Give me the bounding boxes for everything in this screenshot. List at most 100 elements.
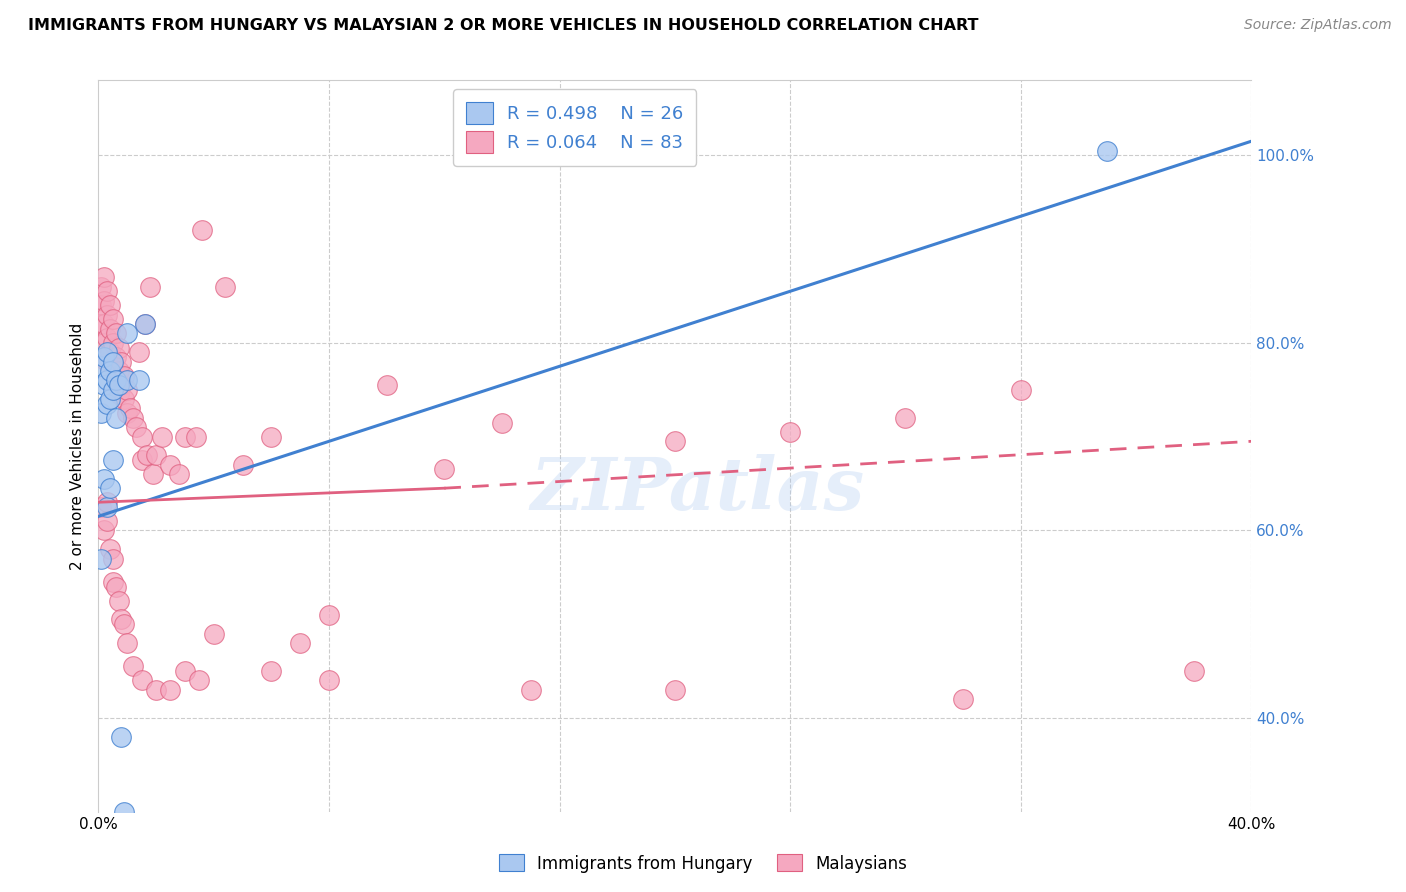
Point: [90, 298, 112, 312]
Point: [101, 453, 124, 467]
Point: [101, 574, 124, 589]
Point: [188, 673, 211, 688]
Point: [112, 617, 135, 632]
Point: [318, 607, 340, 622]
Point: [93, 293, 115, 308]
Point: [664, 434, 686, 449]
Point: [101, 359, 124, 374]
Point: [107, 593, 129, 607]
Point: [96, 285, 118, 299]
Point: [142, 467, 165, 482]
Point: [96, 345, 118, 359]
Point: [96, 397, 118, 411]
Point: [90, 279, 112, 293]
Point: [101, 335, 124, 350]
Point: [520, 682, 543, 697]
Point: [174, 664, 197, 678]
Point: [1010, 383, 1032, 397]
Point: [90, 317, 112, 331]
Text: ZIPatlas: ZIPatlas: [531, 454, 865, 525]
Point: [1097, 144, 1119, 158]
Point: [104, 373, 127, 387]
Point: [104, 373, 127, 387]
Text: Source: ZipAtlas.com: Source: ZipAtlas.com: [1244, 18, 1392, 32]
Point: [231, 458, 254, 472]
Point: [93, 270, 115, 285]
Point: [93, 317, 115, 331]
Point: [112, 368, 135, 383]
Point: [112, 805, 135, 819]
Point: [318, 673, 340, 688]
Point: [290, 636, 312, 650]
Point: [125, 420, 148, 434]
Point: [159, 682, 181, 697]
Point: [101, 551, 124, 566]
Point: [134, 317, 156, 331]
Point: [90, 406, 112, 420]
Point: [110, 378, 132, 392]
Point: [139, 279, 162, 293]
Point: [101, 354, 124, 368]
Point: [159, 458, 181, 472]
Point: [260, 664, 283, 678]
Text: IMMIGRANTS FROM HUNGARY VS MALAYSIAN 2 OR MORE VEHICLES IN HOUSEHOLD CORRELATION: IMMIGRANTS FROM HUNGARY VS MALAYSIAN 2 O…: [28, 18, 979, 33]
Point: [186, 429, 208, 443]
Legend: Immigrants from Hungary, Malaysians: Immigrants from Hungary, Malaysians: [492, 847, 914, 880]
Point: [98, 481, 121, 495]
Point: [191, 223, 214, 237]
Point: [104, 326, 127, 341]
Point: [120, 401, 142, 416]
Point: [117, 383, 139, 397]
Point: [90, 551, 112, 566]
Point: [433, 462, 456, 476]
Point: [894, 410, 917, 425]
Point: [122, 659, 145, 673]
Point: [491, 416, 513, 430]
Point: [96, 354, 118, 368]
Point: [98, 345, 121, 359]
Point: [112, 392, 135, 406]
Point: [134, 317, 156, 331]
Point: [167, 467, 190, 482]
Point: [104, 580, 127, 594]
Point: [664, 682, 686, 697]
Point: [90, 500, 112, 514]
Legend: R = 0.498    N = 26, R = 0.064    N = 83: R = 0.498 N = 26, R = 0.064 N = 83: [453, 89, 696, 166]
Point: [260, 429, 283, 443]
Point: [101, 383, 124, 397]
Point: [202, 626, 225, 640]
Point: [96, 331, 118, 345]
Point: [117, 636, 139, 650]
Point: [90, 359, 112, 374]
Y-axis label: 2 or more Vehicles in Household: 2 or more Vehicles in Household: [70, 322, 86, 570]
Point: [174, 429, 197, 443]
Point: [145, 449, 167, 463]
Point: [131, 429, 153, 443]
Point: [93, 524, 115, 538]
Point: [375, 378, 398, 392]
Point: [98, 322, 121, 336]
Point: [136, 449, 159, 463]
Point: [98, 542, 121, 557]
Point: [150, 429, 173, 443]
Point: [96, 308, 118, 322]
Point: [98, 298, 121, 312]
Point: [110, 612, 132, 626]
Point: [110, 730, 132, 744]
Point: [779, 425, 801, 439]
Point: [1182, 664, 1205, 678]
Point: [96, 500, 118, 514]
Point: [93, 350, 115, 364]
Point: [93, 378, 115, 392]
Point: [98, 392, 121, 406]
Point: [117, 373, 139, 387]
Point: [145, 682, 167, 697]
Point: [93, 335, 115, 350]
Point: [122, 410, 145, 425]
Point: [128, 373, 150, 387]
Point: [104, 410, 127, 425]
Point: [104, 350, 127, 364]
Point: [110, 354, 132, 368]
Point: [952, 692, 974, 706]
Point: [107, 378, 129, 392]
